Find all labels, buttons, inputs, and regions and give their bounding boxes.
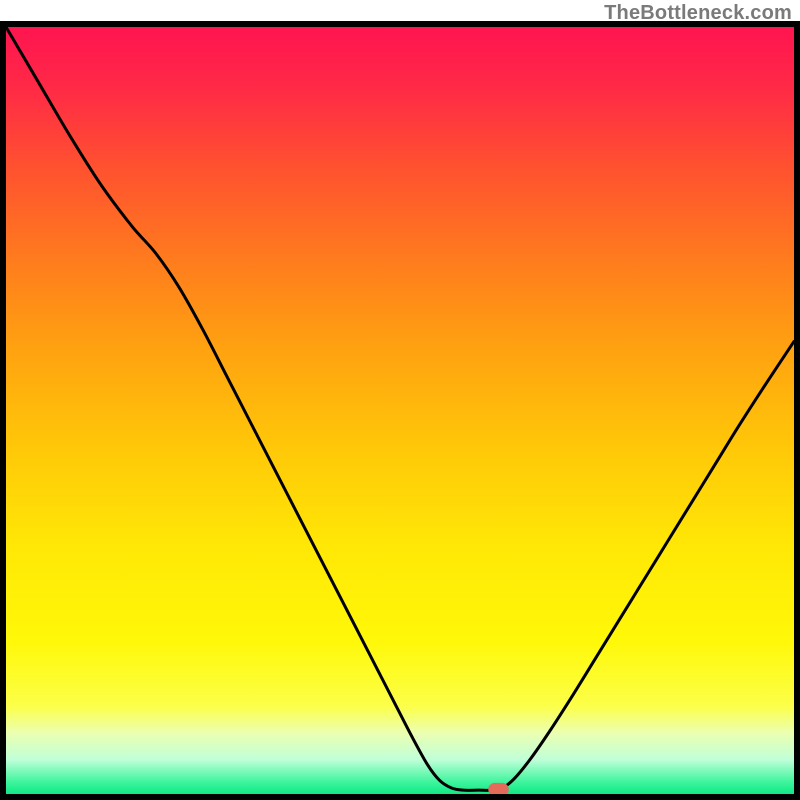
bottleneck-chart-svg	[0, 0, 800, 800]
watermark-label: TheBottleneck.com	[604, 2, 792, 25]
optimal-point-marker	[488, 783, 508, 796]
chart-stage: TheBottleneck.com	[0, 0, 800, 800]
plot-background	[6, 27, 794, 794]
